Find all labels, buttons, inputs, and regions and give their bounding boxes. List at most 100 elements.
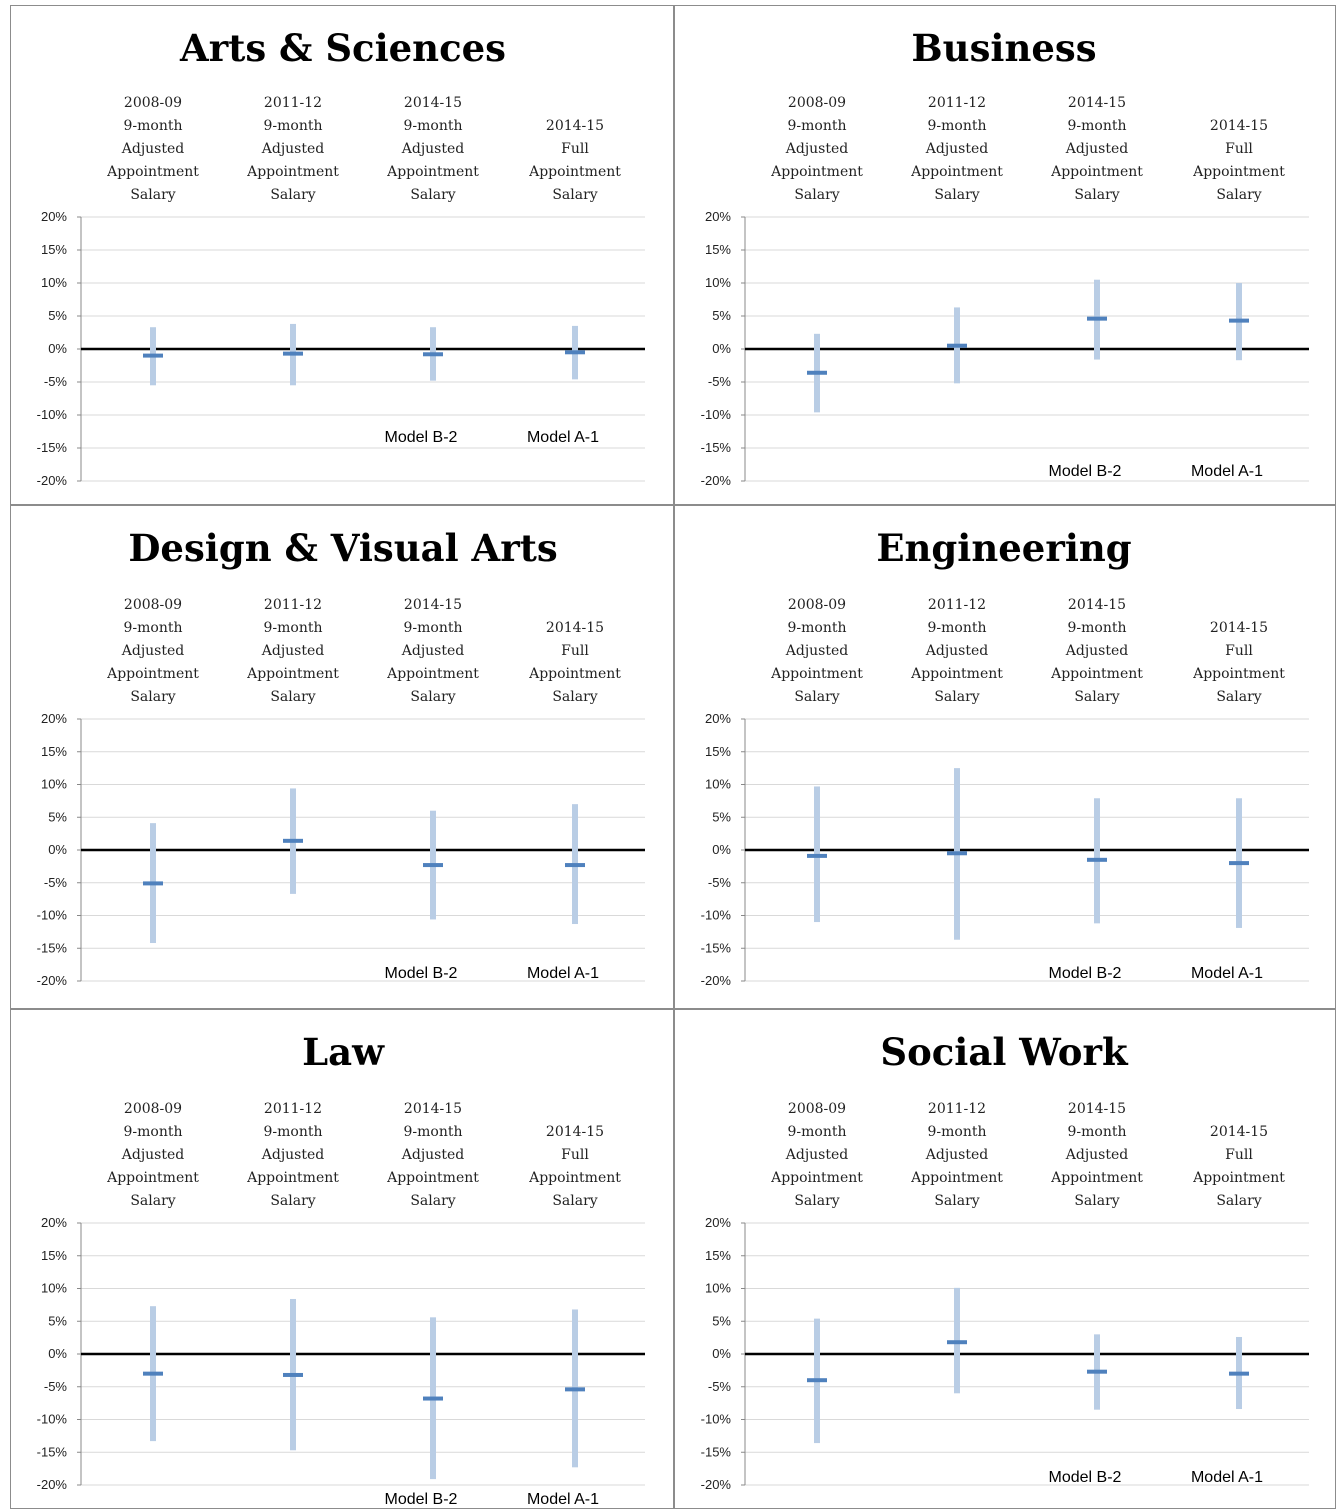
model-label: Model A-1 xyxy=(1191,463,1263,480)
point-estimate xyxy=(565,1387,585,1392)
point-estimate xyxy=(283,838,303,843)
chart-title: Business xyxy=(911,26,1096,70)
point-estimate xyxy=(947,343,967,348)
y-tick-label: 20% xyxy=(705,209,731,224)
category-label: 2014-15 9-month Adjusted Appointment Salary xyxy=(386,95,479,203)
y-tick-label: -5% xyxy=(44,875,68,890)
point-estimate xyxy=(423,863,443,868)
y-tick-label: 0% xyxy=(48,1346,67,1361)
y-tick-label: 20% xyxy=(41,1215,67,1230)
y-tick-label: 0% xyxy=(712,1346,731,1361)
y-tick-label: 0% xyxy=(712,341,731,356)
chart-title: Engineering xyxy=(876,526,1131,570)
chart-title: Arts & Sciences xyxy=(179,26,506,70)
y-tick-label: -15% xyxy=(37,1444,68,1459)
y-tick-label: -15% xyxy=(37,440,68,455)
y-tick-label: 15% xyxy=(41,744,67,759)
category-label: 2014-15 Full Appointment Salary xyxy=(1192,118,1285,203)
chart-svg: Engineering 2008-09 9-month Adjusted Appoint… xyxy=(701,526,1309,988)
category-label: 2014-15 Full Appointment Salary xyxy=(528,620,621,705)
category-label: 2011-12 9-month Adjusted Appointment Salary xyxy=(910,95,1003,203)
y-tick-label: 5% xyxy=(48,308,67,323)
y-tick-label: -10% xyxy=(37,908,68,923)
category-label: 2011-12 9-month Adjusted Appointment Salary xyxy=(246,1101,339,1209)
chart-title: Law xyxy=(302,1030,385,1074)
point-estimate xyxy=(1229,861,1249,866)
y-tick-label: -15% xyxy=(701,440,732,455)
y-tick-label: -10% xyxy=(37,1412,68,1427)
category-label: 2008-09 9-month Adjusted Appointment Salary xyxy=(770,95,863,203)
category-label: 2014-15 9-month Adjusted Appointment Salary xyxy=(386,1101,479,1209)
category-label: 2014-15 Full Appointment Salary xyxy=(528,118,621,203)
y-tick-label: -20% xyxy=(701,1477,732,1492)
point-estimate xyxy=(423,352,443,357)
model-label: Model B-2 xyxy=(1049,965,1122,982)
model-label: Model B-2 xyxy=(385,1491,458,1508)
y-tick-label: 15% xyxy=(705,242,731,257)
category-label: 2014-15 9-month Adjusted Appointment Salary xyxy=(1050,597,1143,705)
point-estimate xyxy=(565,350,585,355)
y-tick-label: 5% xyxy=(712,308,731,323)
y-tick-label: -20% xyxy=(37,973,68,988)
point-estimate xyxy=(143,353,163,358)
model-label: Model B-2 xyxy=(385,429,458,446)
category-label: 2011-12 9-month Adjusted Appointment Salary xyxy=(246,95,339,203)
y-tick-label: 5% xyxy=(48,809,67,824)
y-tick-label: 0% xyxy=(48,341,67,356)
y-tick-label: -10% xyxy=(701,1412,732,1427)
y-tick-label: 10% xyxy=(41,777,67,792)
point-estimate xyxy=(143,1371,163,1376)
model-label: Model A-1 xyxy=(1191,1469,1263,1486)
y-tick-label: 15% xyxy=(705,1248,731,1263)
y-tick-label: -10% xyxy=(701,908,732,923)
point-estimate xyxy=(807,1378,827,1383)
point-estimate xyxy=(947,1340,967,1345)
model-label: Model B-2 xyxy=(1049,463,1122,480)
chart-panel: Social Work 2008-09 9-month Adjusted Appoint… xyxy=(674,1009,1336,1509)
point-estimate xyxy=(1087,857,1107,862)
point-estimate xyxy=(947,851,967,856)
y-tick-label: 5% xyxy=(712,809,731,824)
y-tick-label: 10% xyxy=(41,275,67,290)
y-tick-label: -15% xyxy=(701,940,732,955)
y-tick-label: 0% xyxy=(48,842,67,857)
y-tick-label: -15% xyxy=(37,940,68,955)
chart-svg: Law 2008-09 9-month Adjusted Appointment Sala… xyxy=(37,1030,645,1508)
model-label: Model A-1 xyxy=(1191,965,1263,982)
y-tick-label: 10% xyxy=(705,777,731,792)
point-estimate xyxy=(283,351,303,356)
y-tick-label: 15% xyxy=(705,744,731,759)
category-label: 2014-15 9-month Adjusted Appointment Salary xyxy=(386,597,479,705)
y-tick-label: -5% xyxy=(708,875,732,890)
point-estimate xyxy=(1229,318,1249,323)
y-tick-label: -5% xyxy=(44,1379,68,1394)
point-estimate xyxy=(283,1372,303,1377)
point-estimate xyxy=(1087,316,1107,321)
y-tick-label: 15% xyxy=(41,1248,67,1263)
y-tick-label: 5% xyxy=(712,1313,731,1328)
model-label: Model A-1 xyxy=(527,1491,599,1508)
chart-svg: Arts & Sciences 2008-09 9-month Adjusted App… xyxy=(37,26,645,488)
y-tick-label: 20% xyxy=(705,1215,731,1230)
y-tick-label: -20% xyxy=(701,473,732,488)
category-label: 2014-15 Full Appointment Salary xyxy=(528,1124,621,1209)
category-label: 2011-12 9-month Adjusted Appointment Salary xyxy=(910,1101,1003,1209)
category-label: 2008-09 9-month Adjusted Appointment Salary xyxy=(770,597,863,705)
y-tick-label: 0% xyxy=(712,842,731,857)
y-tick-label: 10% xyxy=(705,1281,731,1296)
y-tick-label: 10% xyxy=(705,275,731,290)
y-tick-label: 15% xyxy=(41,242,67,257)
category-label: 2014-15 Full Appointment Salary xyxy=(1192,620,1285,705)
chart-panel: Business 2008-09 9-month Adjusted Appointmen… xyxy=(674,5,1336,505)
point-estimate xyxy=(1087,1369,1107,1374)
point-estimate xyxy=(565,863,585,868)
chart-svg: Business 2008-09 9-month Adjusted Appointmen… xyxy=(701,26,1309,488)
y-tick-label: 5% xyxy=(48,1313,67,1328)
chart-panel: Engineering 2008-09 9-month Adjusted Appoint… xyxy=(674,505,1336,1009)
y-tick-label: -15% xyxy=(701,1444,732,1459)
chart-title: Social Work xyxy=(880,1030,1129,1074)
y-tick-label: -10% xyxy=(37,407,68,422)
y-tick-label: -20% xyxy=(701,973,732,988)
category-label: 2008-09 9-month Adjusted Appointment Salary xyxy=(106,597,199,705)
